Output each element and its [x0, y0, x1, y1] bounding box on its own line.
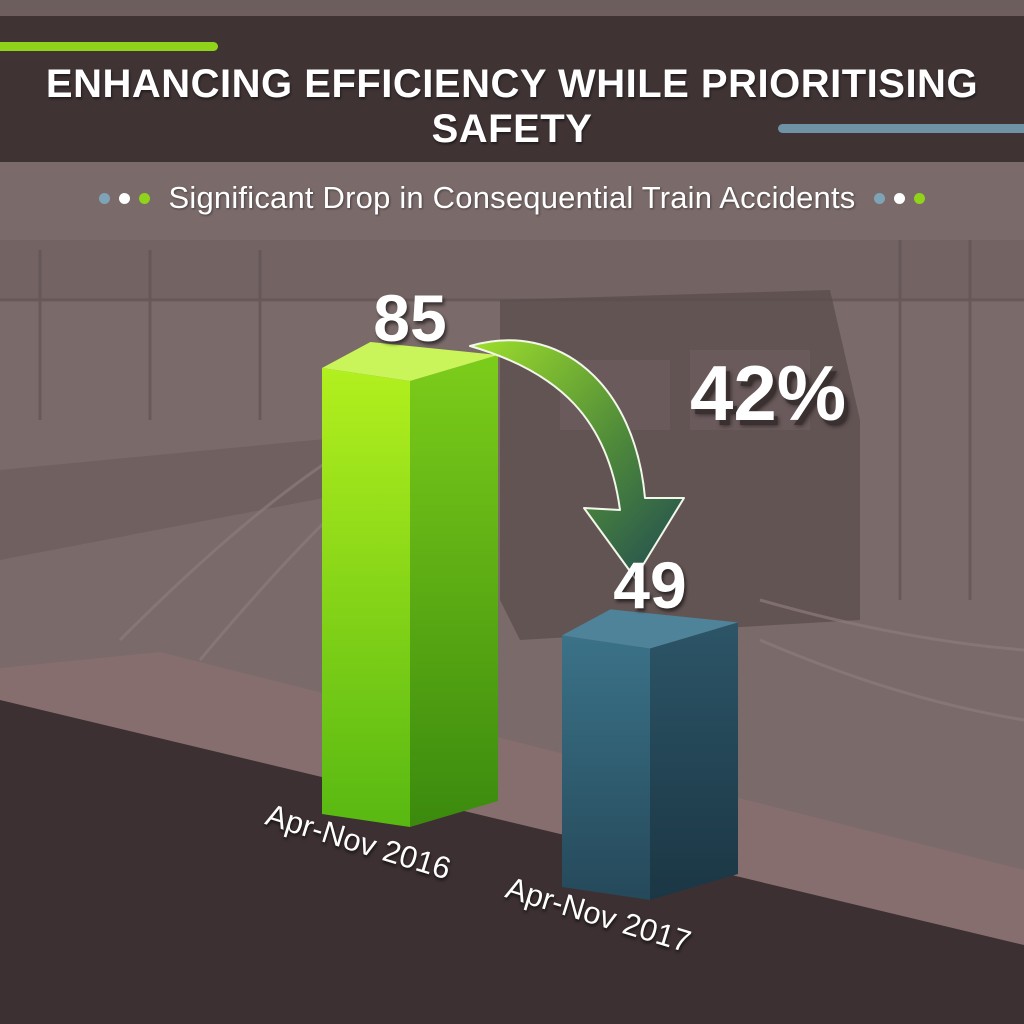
subtitle-row: Significant Drop in Consequential Train … — [0, 176, 1024, 220]
page-title: ENHANCING EFFICIENCY WHILE PRIORITISING … — [45, 62, 979, 151]
bar-top-face — [322, 342, 498, 381]
header-bar — [0, 16, 1024, 162]
bar-top-face — [562, 609, 738, 649]
bar-front-face — [562, 635, 650, 900]
bar-side-face — [410, 355, 498, 827]
bar-apr-nov-2017 — [562, 609, 738, 900]
value-label: 85 — [373, 281, 447, 355]
accent-stripe-green — [0, 42, 218, 51]
decrease-arrow-icon — [469, 339, 685, 579]
dots-right-icon — [873, 192, 925, 204]
chart-subtitle: Significant Drop in Consequential Train … — [168, 180, 856, 215]
percent-change-label: 42% — [690, 349, 847, 437]
accent-stripe-blue — [778, 124, 1024, 133]
value-label: 49 — [613, 548, 687, 623]
dots-left-icon — [99, 192, 151, 204]
bar-front-face — [322, 368, 410, 827]
bar-apr-nov-2016 — [322, 342, 498, 827]
bar-side-face — [650, 622, 738, 900]
